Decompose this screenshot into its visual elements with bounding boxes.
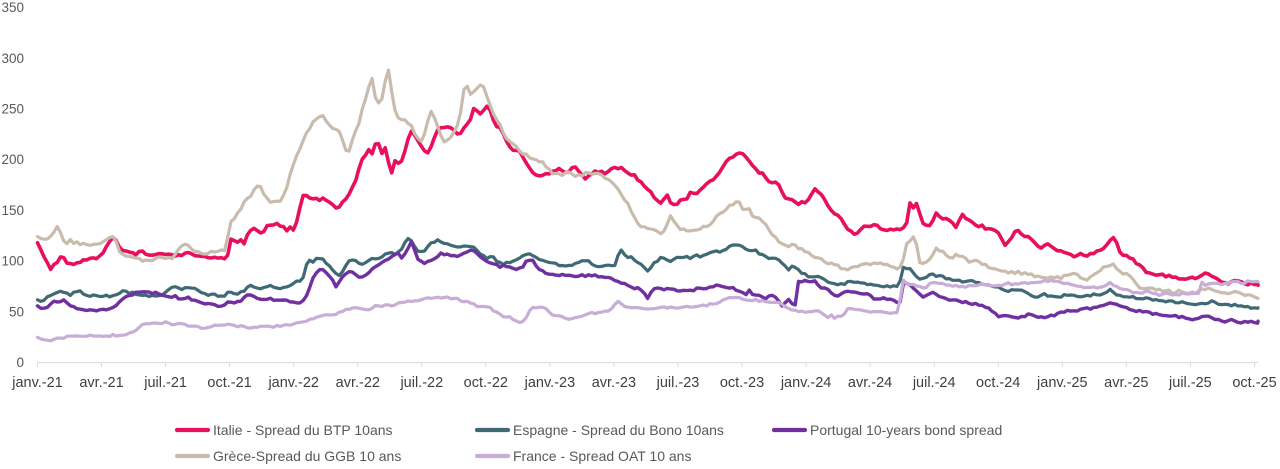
svg-text:Portugal 10-years bond spread: Portugal 10-years bond spread <box>810 422 1002 438</box>
svg-text:avr.-21: avr.-21 <box>79 375 123 391</box>
svg-text:juil.-23: juil.-23 <box>656 375 700 391</box>
svg-text:janv.-22: janv.-22 <box>267 375 319 391</box>
svg-text:avr.-22: avr.-22 <box>336 375 380 391</box>
svg-text:avr.-24: avr.-24 <box>848 375 892 391</box>
svg-text:janv.-24: janv.-24 <box>780 375 832 391</box>
svg-text:350: 350 <box>1 0 24 15</box>
svg-text:juil.-24: juil.-24 <box>912 375 956 391</box>
svg-text:avr.-23: avr.-23 <box>592 375 636 391</box>
svg-text:juil.-22: juil.-22 <box>399 375 443 391</box>
svg-text:200: 200 <box>1 152 24 167</box>
svg-text:avr.-25: avr.-25 <box>1104 375 1148 391</box>
svg-text:50: 50 <box>9 304 24 319</box>
svg-text:300: 300 <box>1 51 24 66</box>
svg-text:oct.-23: oct.-23 <box>720 375 764 391</box>
svg-text:250: 250 <box>1 102 24 117</box>
svg-text:oct.-24: oct.-24 <box>976 375 1020 391</box>
svg-text:Grèce-Spread du GGB 10 ans: Grèce-Spread du GGB 10 ans <box>213 448 401 464</box>
svg-text:janv.-25: janv.-25 <box>1036 375 1088 391</box>
svg-text:janv.-23: janv.-23 <box>524 375 576 391</box>
svg-text:oct.-25: oct.-25 <box>1232 375 1276 391</box>
svg-text:France - Spread OAT 10 ans: France - Spread OAT 10 ans <box>513 448 691 464</box>
svg-text:150: 150 <box>1 203 24 218</box>
svg-text:100: 100 <box>1 254 24 269</box>
svg-text:0: 0 <box>16 355 24 370</box>
svg-text:juil.-25: juil.-25 <box>1168 375 1212 391</box>
svg-text:Espagne - Spread du Bono 10ans: Espagne - Spread du Bono 10ans <box>513 422 724 438</box>
svg-text:Italie - Spread du BTP 10ans: Italie - Spread du BTP 10ans <box>213 422 393 438</box>
svg-text:oct.-21: oct.-21 <box>207 375 251 391</box>
svg-text:juil.-21: juil.-21 <box>143 375 187 391</box>
svg-text:oct.-22: oct.-22 <box>464 375 508 391</box>
svg-text:janv.-21: janv.-21 <box>11 375 63 391</box>
